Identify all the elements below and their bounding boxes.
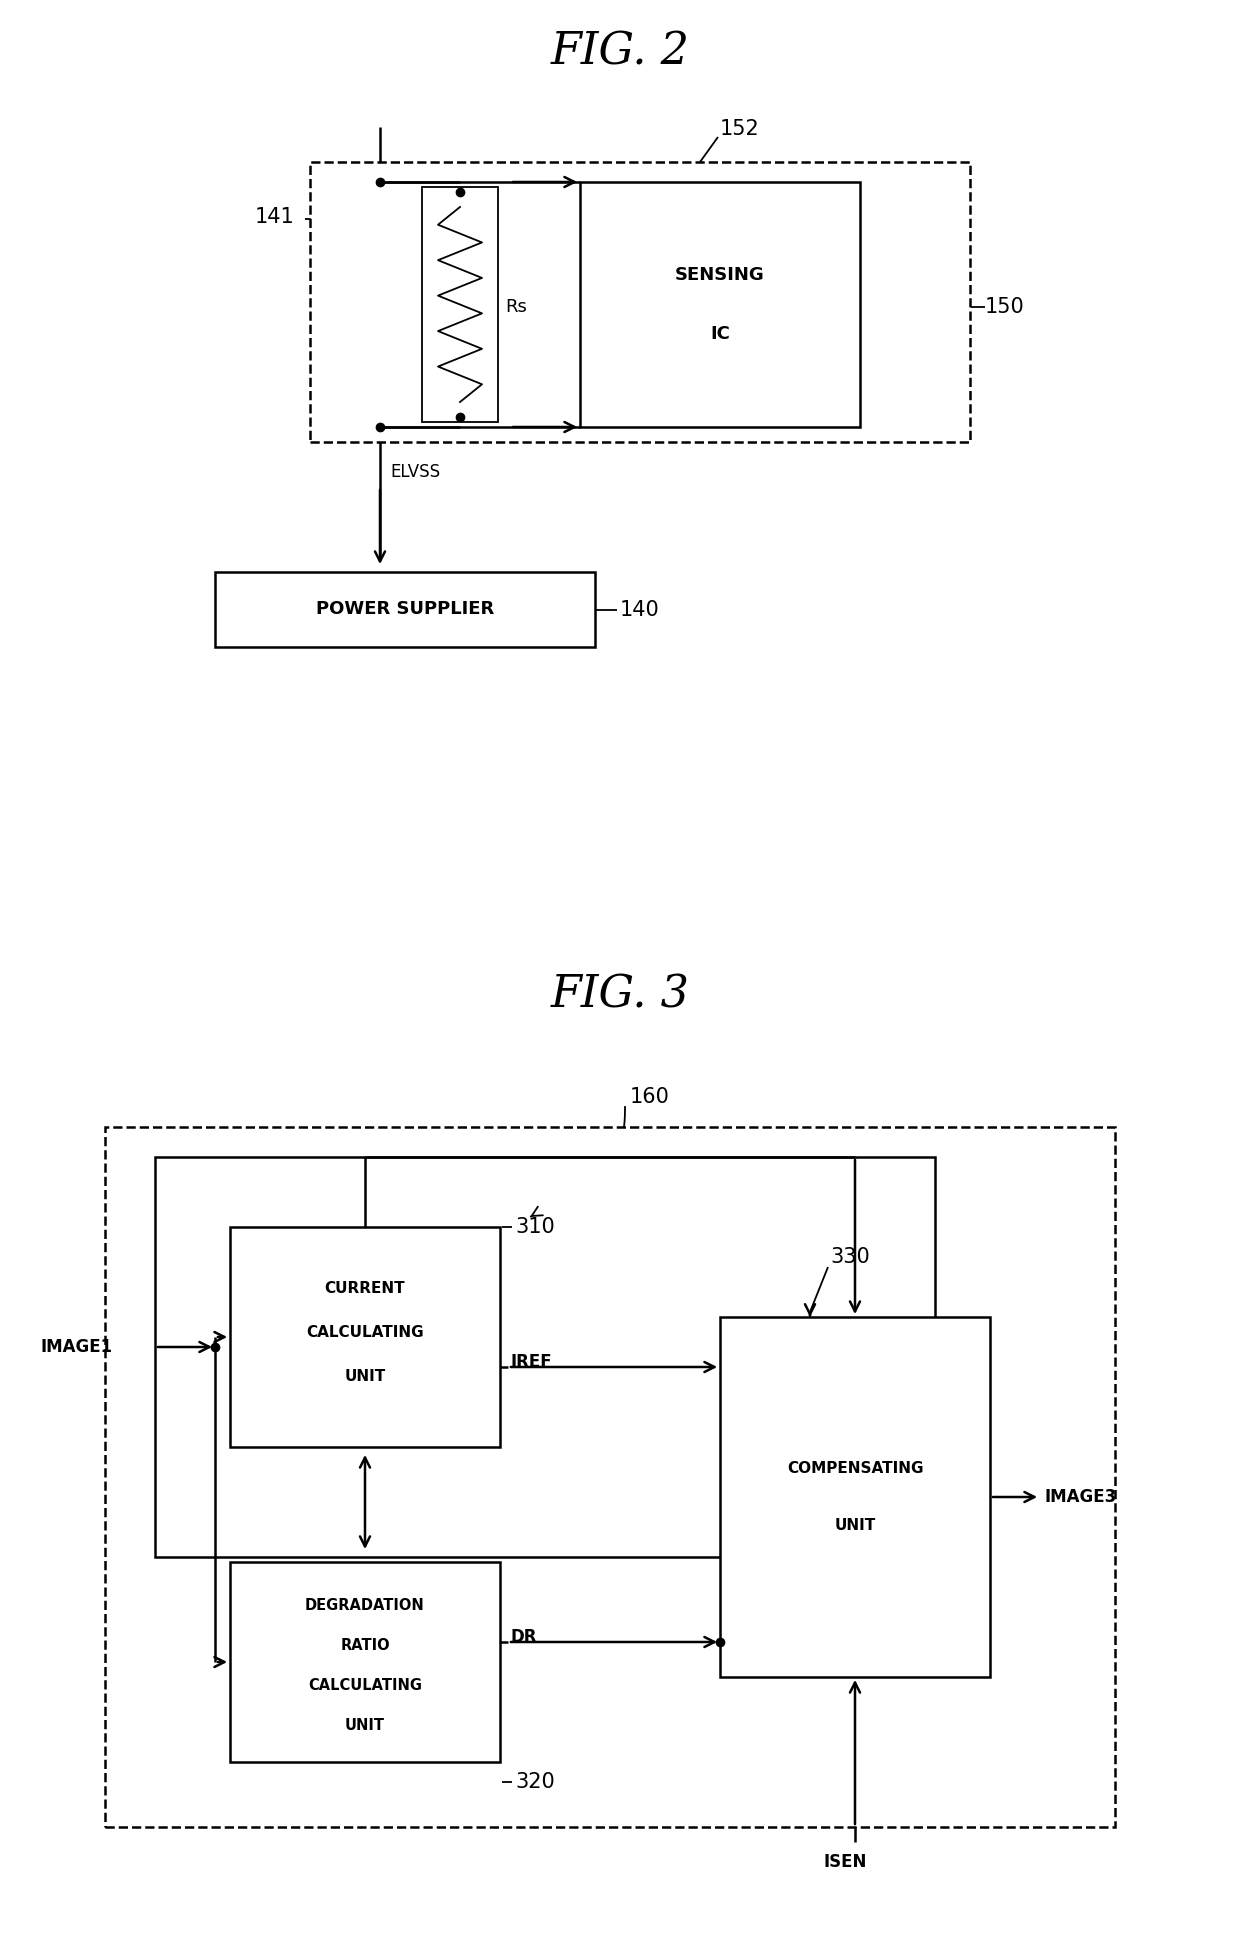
Bar xyxy=(155,1156,935,1557)
Text: ELVSS: ELVSS xyxy=(391,463,440,480)
Bar xyxy=(580,182,861,426)
Text: IMAGE3: IMAGE3 xyxy=(1045,1488,1117,1505)
Text: 141: 141 xyxy=(255,207,295,227)
Text: POWER SUPPLIER: POWER SUPPLIER xyxy=(316,600,494,618)
Text: CALCULATING: CALCULATING xyxy=(306,1325,424,1340)
Text: UNIT: UNIT xyxy=(345,1369,386,1385)
Bar xyxy=(720,1317,990,1677)
Bar xyxy=(229,1561,500,1763)
Text: RATIO: RATIO xyxy=(340,1639,389,1654)
Text: UNIT: UNIT xyxy=(345,1718,384,1734)
Text: FIG. 3: FIG. 3 xyxy=(551,974,689,1017)
Text: DEGRADATION: DEGRADATION xyxy=(305,1598,425,1614)
Bar xyxy=(215,571,595,647)
Bar xyxy=(105,1127,1115,1827)
Text: 140: 140 xyxy=(620,599,660,620)
Bar xyxy=(229,1226,500,1447)
Text: CALCULATING: CALCULATING xyxy=(308,1679,422,1693)
Bar xyxy=(310,163,970,442)
Text: FIG. 2: FIG. 2 xyxy=(551,31,689,74)
Text: 160: 160 xyxy=(630,1087,670,1108)
Text: CURRENT: CURRENT xyxy=(325,1280,405,1296)
Text: 152: 152 xyxy=(720,118,760,139)
Text: 330: 330 xyxy=(830,1247,869,1267)
Text: ISEN: ISEN xyxy=(823,1854,867,1871)
Text: IMAGE1: IMAGE1 xyxy=(40,1338,112,1356)
Text: 320: 320 xyxy=(515,1772,554,1792)
Bar xyxy=(422,188,498,422)
Text: SENSING: SENSING xyxy=(675,265,765,285)
Text: 150: 150 xyxy=(985,296,1024,318)
Text: UNIT: UNIT xyxy=(835,1519,875,1534)
Text: Rs: Rs xyxy=(505,298,527,316)
Text: DR: DR xyxy=(510,1627,537,1646)
Text: 310: 310 xyxy=(515,1216,554,1238)
Text: IC: IC xyxy=(711,325,730,343)
Text: COMPENSATING: COMPENSATING xyxy=(786,1460,924,1476)
Text: IREF: IREF xyxy=(510,1354,552,1371)
